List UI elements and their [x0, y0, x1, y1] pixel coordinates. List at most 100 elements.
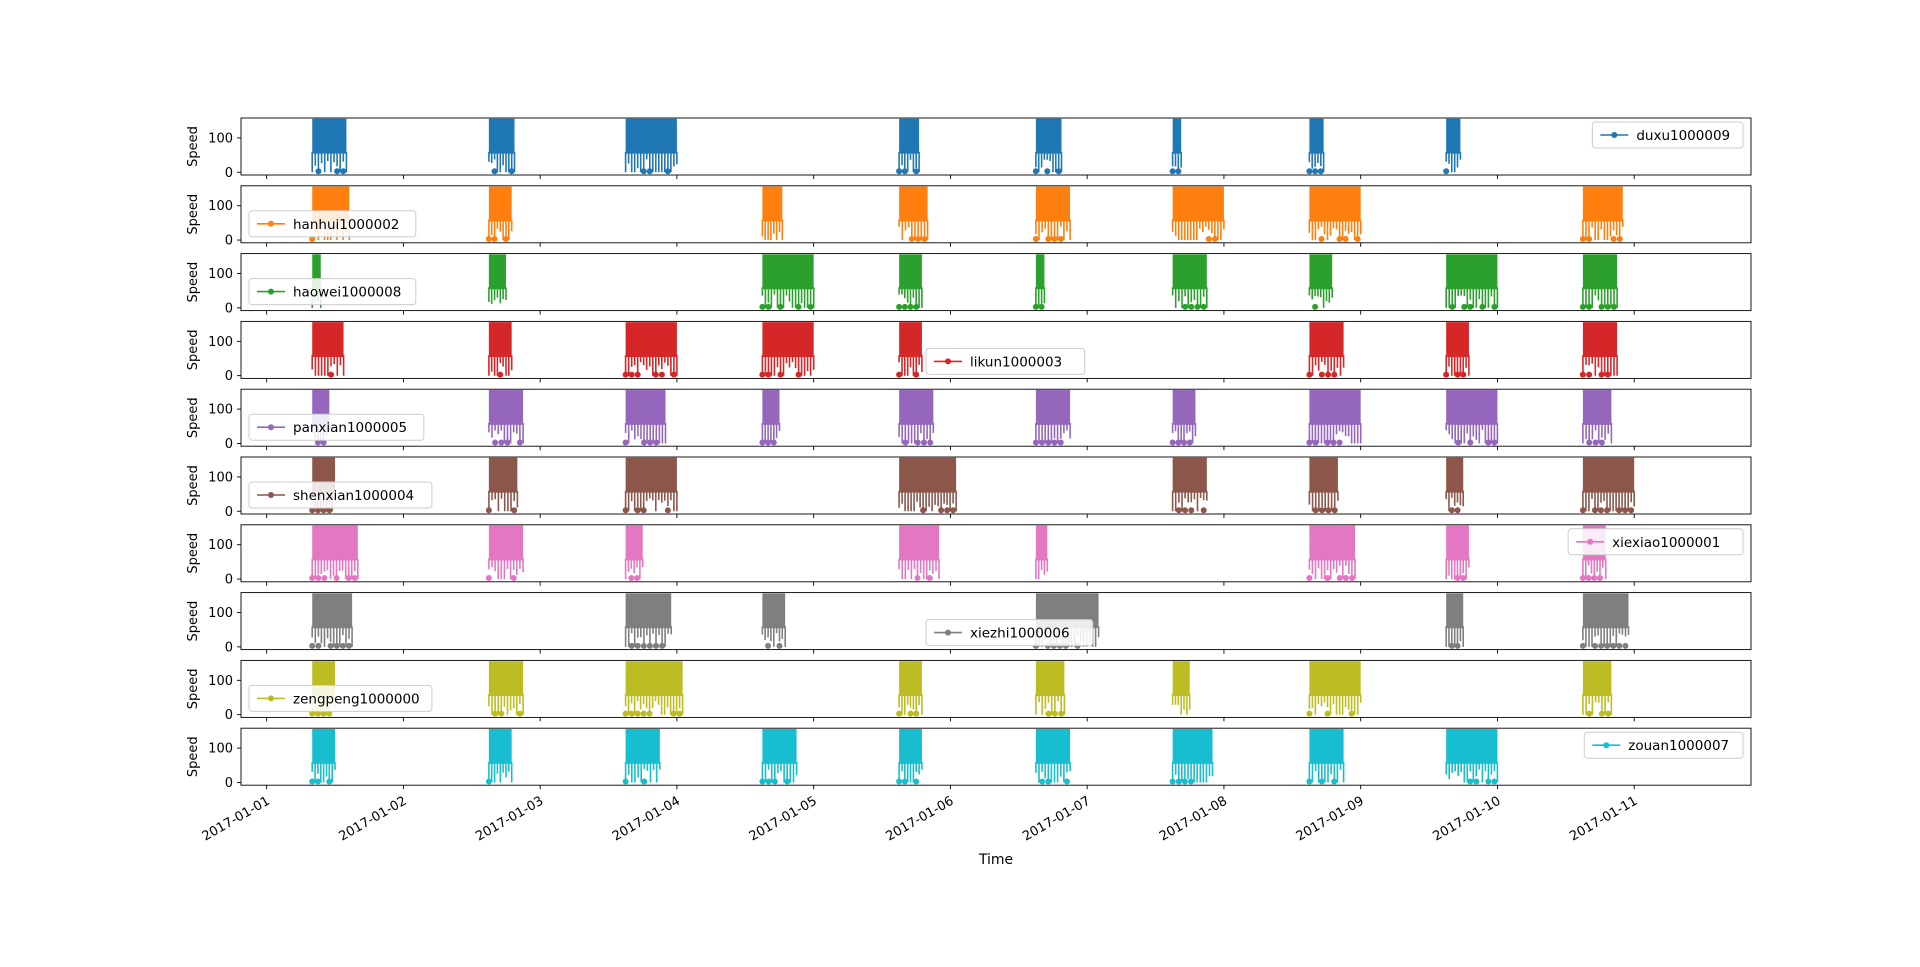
legend-box [925, 619, 1094, 647]
speed-dips [1308, 490, 1339, 512]
activity-block [899, 322, 922, 358]
y-axis-label: Speed [186, 533, 201, 574]
activity-block [1446, 593, 1464, 629]
data-point [759, 371, 766, 378]
data-point [1449, 303, 1456, 310]
data-point [497, 371, 504, 378]
data-point [1324, 710, 1331, 717]
panel-zengpeng1000000: 0 100 Speed zengpeng1000000 [186, 659, 1752, 723]
panel-duxu1000009: 0 100 Speed duxu1000009 [186, 117, 1752, 181]
speed-dips [624, 355, 678, 376]
activity-block [312, 593, 353, 629]
speed-dips [1582, 490, 1635, 512]
activity-block [625, 728, 660, 764]
data-point [1454, 507, 1461, 514]
speed-dips [898, 287, 923, 308]
activity-block [762, 254, 814, 290]
data-point [1055, 168, 1062, 175]
axes-frame [240, 253, 1752, 312]
data-point [1306, 778, 1313, 785]
data-point [1188, 303, 1195, 310]
speed-dips [1035, 761, 1071, 783]
data-point [485, 507, 492, 514]
data-point [1491, 778, 1498, 785]
activity-block [1309, 254, 1333, 290]
panel-xiezhi1000006: 0 100 Speed xiezhi1000006 [186, 592, 1752, 655]
data-point [1186, 439, 1193, 446]
legend-likun1000003: likun1000003 [925, 347, 1086, 375]
data-point [771, 778, 778, 785]
data-point [901, 778, 908, 785]
data-point [676, 710, 683, 717]
data-point [1591, 507, 1598, 514]
data-point [1319, 507, 1326, 514]
activity-block [1446, 728, 1498, 764]
legend-marker [268, 492, 274, 498]
y-axis-label: Speed [186, 126, 201, 167]
data-point [759, 303, 766, 310]
data-point [1579, 303, 1586, 310]
data-point [1312, 303, 1319, 310]
data-point [1312, 168, 1319, 175]
data-point [1211, 236, 1218, 243]
legend-zengpeng1000000: zengpeng1000000 [248, 684, 433, 712]
data-point [345, 575, 352, 582]
activity-block [1309, 661, 1361, 697]
data-point [1467, 439, 1474, 446]
data-point [1306, 439, 1313, 446]
speed-dips [1445, 422, 1499, 444]
speed-dips [624, 626, 672, 647]
activity-block [1446, 118, 1461, 154]
activity-block [1582, 389, 1612, 425]
legend-label: panxian1000005 [293, 420, 407, 436]
axes-frame [240, 117, 1752, 176]
data-point [1354, 236, 1361, 243]
speed-dips [1035, 219, 1071, 241]
speed-dips [1445, 151, 1462, 173]
x-axis: 2017-01-01 2017-01-02 2017-01-03 2017-01-04… [200, 794, 1640, 845]
speed-dips [488, 422, 524, 444]
data-point [1454, 575, 1461, 582]
data-point [510, 575, 517, 582]
data-point [902, 439, 909, 446]
activity-block [762, 322, 814, 358]
speed-dips [1582, 694, 1613, 715]
speed-dips [1308, 355, 1345, 376]
axes-frame [240, 185, 1752, 244]
data-point [622, 371, 629, 378]
speed-dips [1445, 761, 1499, 783]
activity-block [1035, 661, 1065, 697]
activity-block [625, 322, 677, 358]
data-point [641, 778, 648, 785]
activity-block [625, 118, 677, 154]
data-point [1604, 371, 1611, 378]
x-tick-label: 2017-01-05 [747, 794, 820, 845]
data-point [1597, 575, 1603, 582]
data-point [634, 710, 641, 717]
data-point [1306, 168, 1313, 175]
data-point [647, 439, 654, 446]
data-point [327, 642, 334, 649]
y-tick-label: 0 [225, 776, 233, 791]
axes-frame [240, 320, 1752, 379]
data-point [896, 371, 903, 378]
y-tick-label: 100 [208, 267, 233, 282]
data-point [1586, 303, 1593, 310]
y-axis-label: Speed [186, 601, 201, 642]
legend-marker [268, 220, 274, 227]
data-point [1306, 575, 1313, 582]
speed-dips [1445, 626, 1464, 647]
data-point [1336, 575, 1343, 582]
data-point [795, 371, 802, 378]
activity-block [312, 728, 336, 764]
speed-dips [1171, 287, 1208, 308]
x-tick-label: 2017-01-06 [883, 794, 956, 845]
x-tick-label: 2017-01-04 [610, 794, 683, 845]
speed-dips [488, 219, 513, 241]
data-point [1610, 642, 1617, 649]
activity-block [1035, 389, 1071, 425]
activity-block [312, 254, 321, 290]
axes-frame [240, 592, 1752, 651]
data-point [309, 575, 316, 582]
data-point [1461, 303, 1468, 310]
